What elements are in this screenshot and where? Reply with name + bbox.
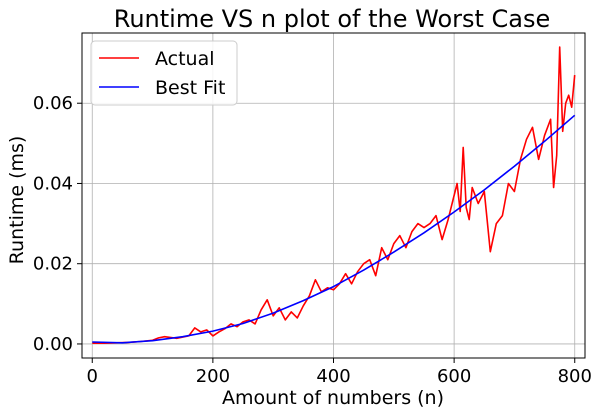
y-tick-label: 0.00 — [33, 334, 73, 355]
x-axis-ticks: 0 200 400 600 800 — [87, 358, 591, 387]
x-tick-label: 0 — [87, 366, 98, 387]
series-line-best-fit — [92, 114, 576, 344]
x-tick-label: 200 — [196, 366, 230, 387]
x-tick-label: 400 — [316, 366, 350, 387]
legend-box — [90, 40, 238, 106]
x-tick-label: 600 — [437, 366, 471, 387]
y-tick-label: 0.04 — [33, 173, 73, 194]
y-axis-label: Runtime (ms) — [6, 136, 28, 265]
x-axis-label: Amount of numbers (n) — [222, 387, 444, 409]
series-line-actual — [92, 46, 576, 345]
x-tick-label: 800 — [558, 366, 591, 387]
series-layer — [92, 46, 576, 345]
legend-label-best-fit: Best Fit — [155, 77, 225, 99]
y-tick-label: 0.06 — [33, 93, 73, 114]
y-axis-ticks: 0.00 0.02 0.04 0.06 — [33, 93, 82, 355]
y-tick-label: 0.02 — [33, 254, 73, 275]
legend: Actual Best Fit — [90, 40, 238, 106]
legend-label-actual: Actual — [155, 48, 215, 70]
chart-title: Runtime VS n plot of the Worst Case — [114, 5, 551, 33]
